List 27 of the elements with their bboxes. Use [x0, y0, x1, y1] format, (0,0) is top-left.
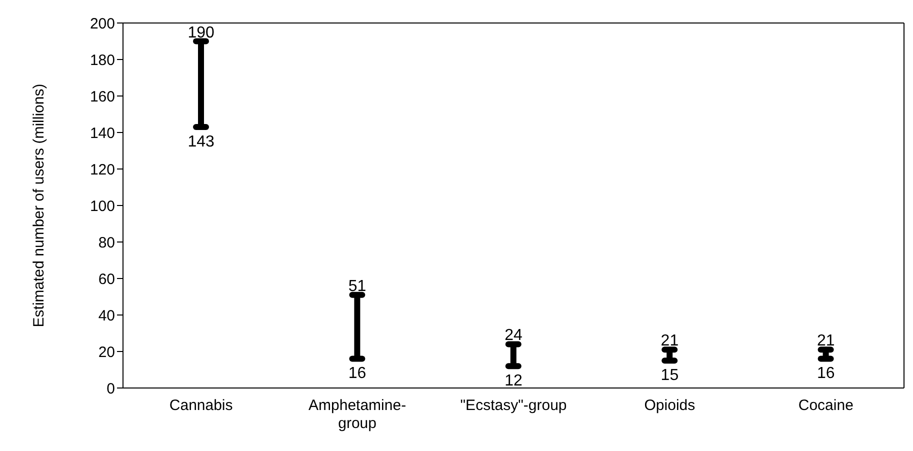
- x-tick-label: Cannabis: [169, 397, 233, 414]
- y-tick-label: 200: [90, 15, 115, 32]
- y-tick-label: 100: [90, 198, 115, 215]
- x-tick-label: Amphetamine-group: [308, 397, 406, 432]
- y-tick-label: 60: [98, 270, 115, 288]
- y-tick-label: 160: [90, 88, 115, 106]
- x-tick-label: "Ecstasy"-group: [460, 397, 567, 414]
- y-tick-label: 80: [98, 234, 115, 252]
- annotation: 16: [817, 365, 835, 382]
- annotation: 21: [660, 332, 679, 350]
- y-tick-label: 20: [98, 344, 115, 361]
- annotation: 15: [660, 366, 679, 384]
- y-tick-label: 120: [90, 161, 115, 178]
- annotation: 12: [504, 372, 522, 390]
- x-tick-label: Cocaine: [798, 397, 854, 414]
- y-tick-label: 140: [90, 124, 115, 142]
- x-tick-label: Opioids: [644, 397, 696, 414]
- annotation: 24: [504, 327, 522, 344]
- y-tick-label: 0: [106, 380, 115, 398]
- annotation: 16: [348, 365, 366, 382]
- annotation: 51: [348, 278, 366, 295]
- annotation: 143: [188, 133, 215, 150]
- y-tick-label: 40: [98, 307, 115, 324]
- y-axis-title: Estimated number of users (millions): [30, 84, 48, 328]
- annotation: 21: [817, 332, 835, 350]
- annotation: 190: [188, 24, 215, 42]
- y-tick-label: 180: [90, 52, 115, 69]
